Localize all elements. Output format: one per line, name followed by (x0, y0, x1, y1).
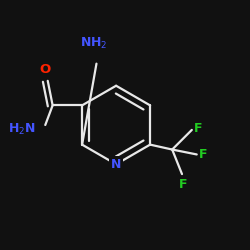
Text: N: N (111, 158, 121, 171)
Text: NH$_2$: NH$_2$ (80, 36, 108, 52)
Text: F: F (194, 122, 203, 135)
Text: F: F (179, 178, 188, 191)
Text: H$_2$N: H$_2$N (8, 122, 36, 138)
Text: O: O (40, 63, 51, 76)
Text: F: F (199, 148, 208, 161)
